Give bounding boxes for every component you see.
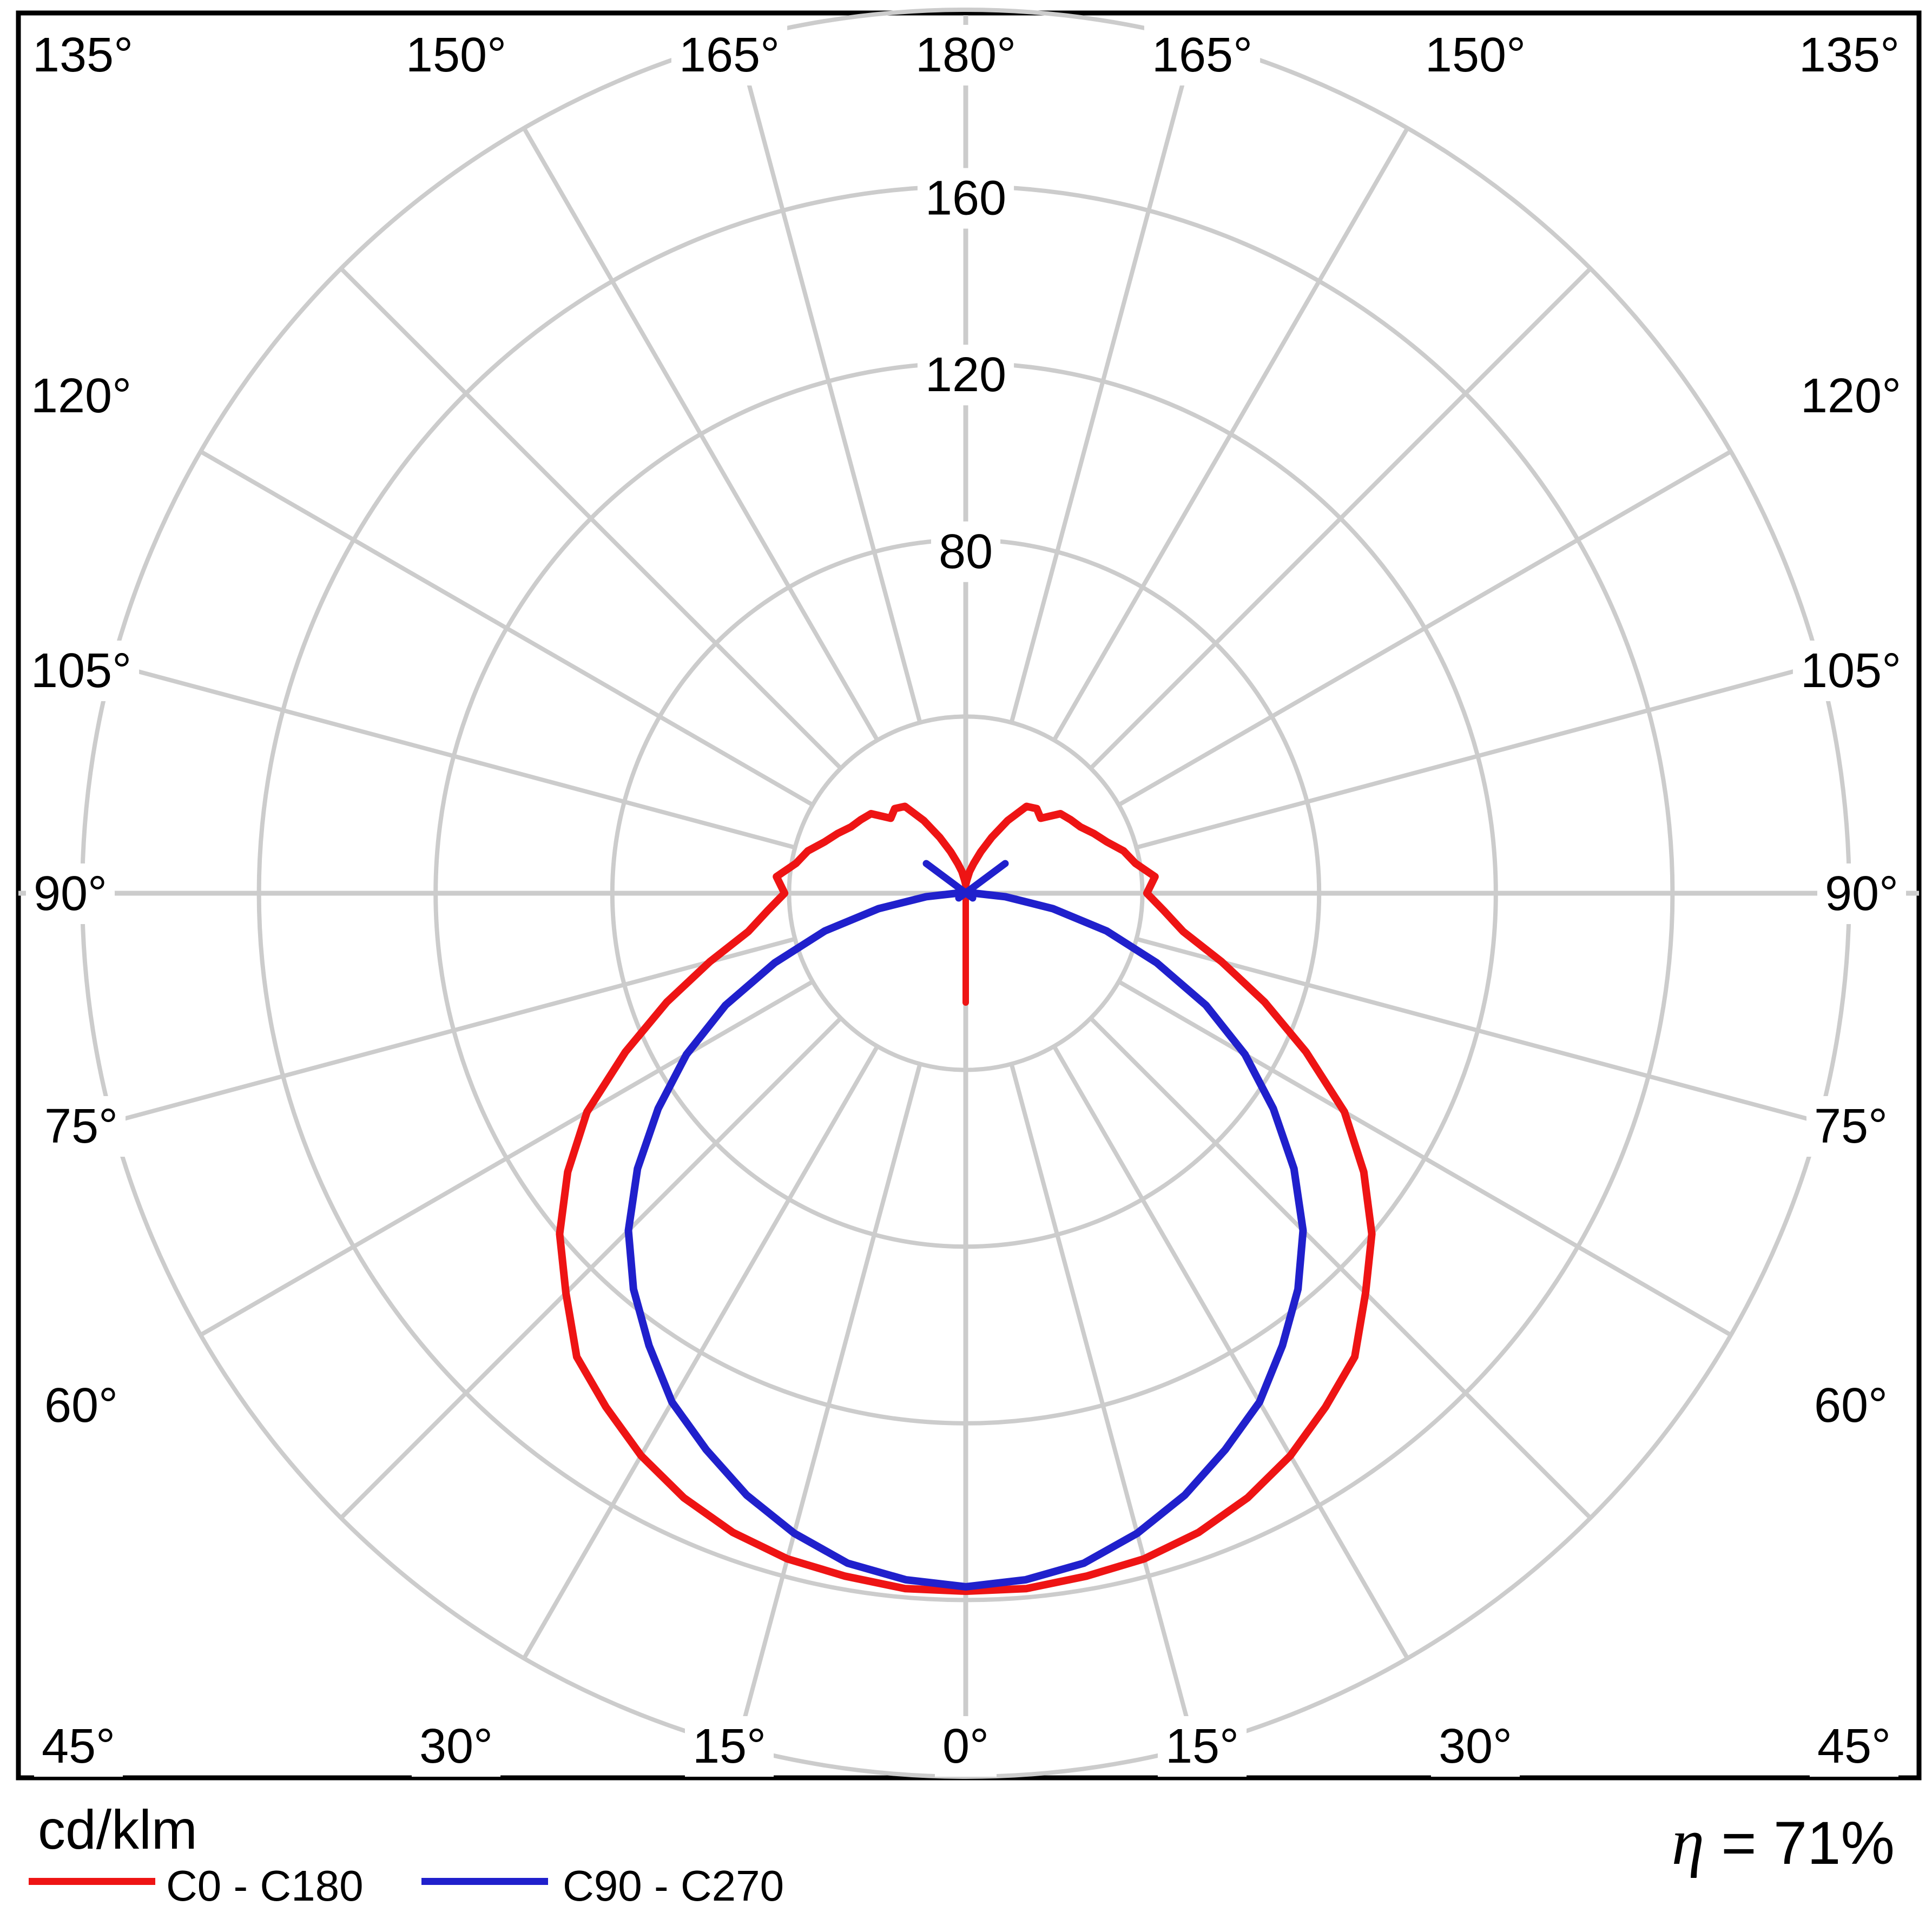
radial-tick-label-160: 160	[925, 172, 1006, 226]
angle-label-bottom-5-bg	[1430, 1716, 1520, 1777]
angle-label-left-2: 90°	[34, 867, 107, 921]
angle-label-bottom-3: 0°	[942, 1719, 989, 1773]
angle-label-right-0: 120°	[1801, 369, 1901, 423]
angle-label-right-2: 90°	[1825, 867, 1898, 921]
radial-tick-label-80: 80	[939, 525, 993, 579]
angle-label-top-5-bg	[1417, 25, 1534, 85]
angle-label-top-3-bg	[907, 25, 1024, 85]
angle-label-left-2-bg	[25, 863, 115, 924]
angle-label-bottom-5: 30°	[1439, 1719, 1512, 1773]
units-label: cd/klm	[38, 1799, 197, 1861]
angle-label-top-1: 150°	[406, 28, 506, 82]
radial-tick-label-160-bg	[917, 168, 1014, 229]
angle-label-bottom-6: 45°	[1817, 1719, 1891, 1773]
angle-label-top-1-bg	[398, 25, 515, 85]
angle-label-left-3-bg	[36, 1096, 126, 1157]
curve-c0-c180	[556, 802, 1376, 1595]
angle-label-bottom-3-bg	[934, 1716, 997, 1777]
radial-tick-label-80-bg	[931, 521, 1001, 582]
grid-circle-40	[787, 714, 1145, 1072]
eta-symbol: η	[1671, 1805, 1705, 1878]
angle-label-bottom-4: 15°	[1165, 1719, 1239, 1773]
angle-label-top-6: 135°	[1799, 28, 1900, 82]
angle-label-bottom-0-bg	[34, 1716, 123, 1777]
angle-label-right-2-bg	[1817, 863, 1907, 924]
angle-label-bottom-1-bg	[411, 1716, 501, 1777]
eta-value: = 71%	[1704, 1809, 1895, 1877]
radial-tick-label-120: 120	[925, 348, 1006, 402]
angle-label-top-2-bg	[671, 25, 788, 85]
c90-arrow-right	[955, 860, 1009, 902]
legend-swatch-c90-c270	[421, 1878, 548, 1885]
legend-label-c90-c270: C90 - C270	[563, 1862, 784, 1910]
angle-label-bottom-6-bg	[1809, 1716, 1899, 1777]
angle-label-right-3-bg	[1806, 1096, 1896, 1157]
angle-label-right-0-bg	[1792, 366, 1909, 426]
angle-label-top-5: 150°	[1425, 28, 1526, 82]
angle-label-top-4-bg	[1144, 25, 1261, 85]
angle-label-top-3: 180°	[915, 28, 1016, 82]
angle-label-left-0-bg	[23, 366, 140, 426]
angle-label-top-2: 165°	[679, 28, 780, 82]
angle-label-top-0-bg	[24, 25, 141, 85]
legend-label-c0-c180: C0 - C180	[166, 1862, 364, 1910]
efficiency-label: η = 71%	[1671, 1805, 1895, 1878]
angle-label-top-0: 135°	[32, 28, 133, 82]
angle-label-right-1: 105°	[1801, 644, 1901, 698]
angle-label-left-4: 60°	[44, 1379, 118, 1433]
legend-swatch-c0-c180	[29, 1878, 155, 1885]
angle-label-left-1: 105°	[31, 644, 131, 698]
radial-tick-label-120-bg	[917, 345, 1014, 406]
angle-label-bottom-1: 30°	[419, 1719, 493, 1773]
angle-label-left-0: 120°	[31, 369, 131, 423]
angle-label-bottom-4-bg	[1157, 1716, 1247, 1777]
angle-label-left-4-bg	[36, 1375, 126, 1436]
angle-label-top-4: 165°	[1152, 28, 1252, 82]
angle-label-right-4: 60°	[1814, 1379, 1888, 1433]
angle-label-left-3: 75°	[44, 1099, 118, 1153]
angle-label-right-1-bg	[1792, 641, 1909, 701]
angle-label-left-1-bg	[23, 641, 140, 701]
curve-c90-c270	[624, 889, 1307, 1591]
angle-label-top-6-bg	[1791, 25, 1908, 85]
angle-label-bottom-0: 45°	[42, 1719, 115, 1773]
angle-label-right-4-bg	[1806, 1375, 1896, 1436]
angle-label-bottom-2: 15°	[693, 1719, 766, 1773]
angle-label-right-3: 75°	[1814, 1099, 1888, 1153]
angle-label-bottom-2-bg	[684, 1716, 774, 1777]
